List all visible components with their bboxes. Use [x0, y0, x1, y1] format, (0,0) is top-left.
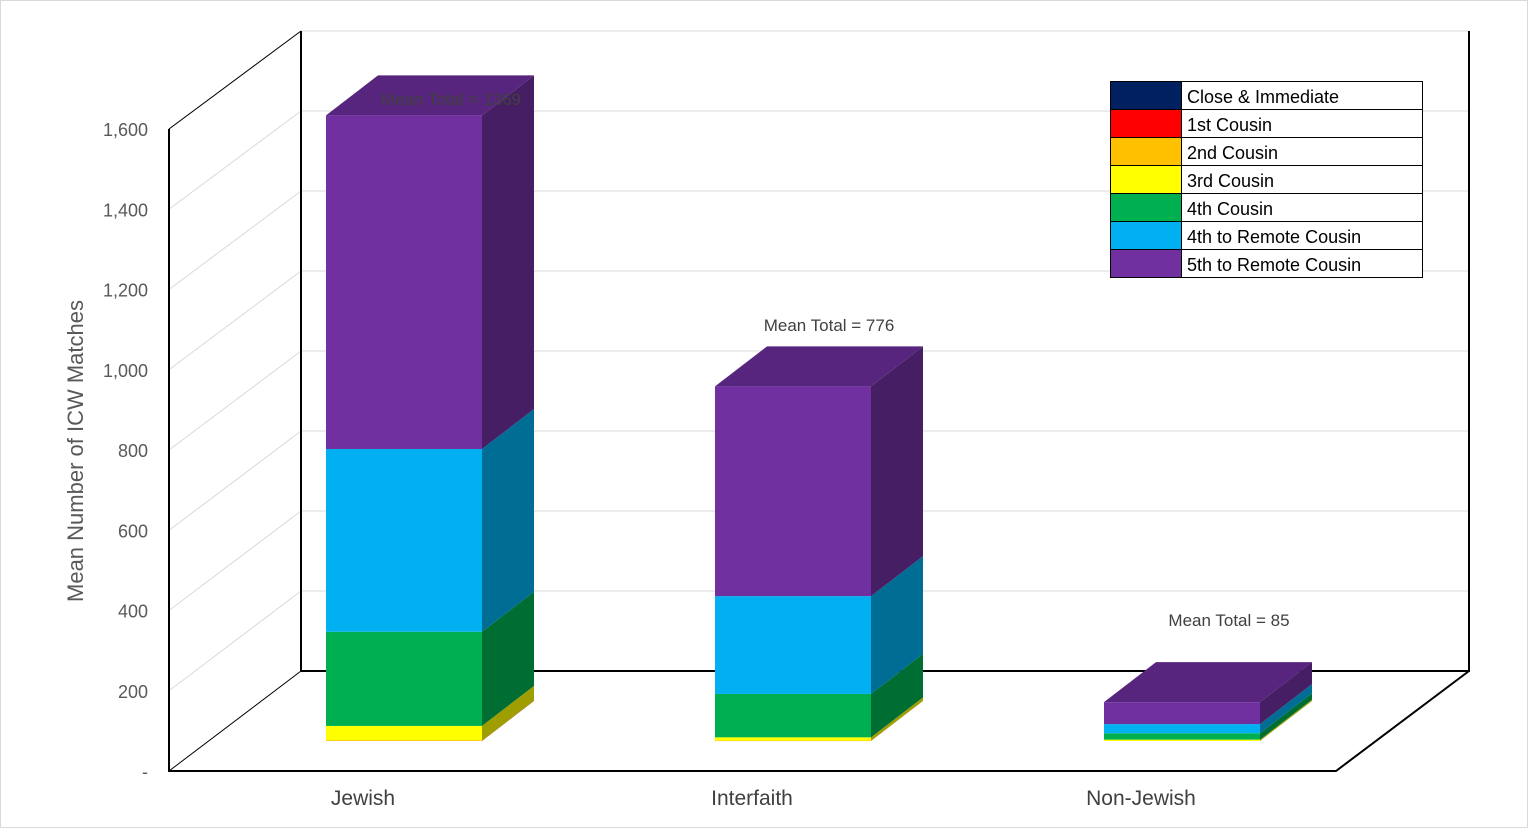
legend-swatch: [1111, 222, 1182, 249]
bar-segment-side: [482, 685, 534, 741]
bar-segment-side: [1260, 662, 1312, 725]
bar-segment-side: [482, 591, 534, 726]
mean-total-annotation: Mean Total = 85: [1168, 611, 1289, 630]
legend-swatch: [1111, 194, 1182, 221]
bar-segment: [1104, 702, 1260, 725]
legend-label: 1st Cousin: [1187, 115, 1273, 135]
mean-total-annotation: Mean Total = 776: [764, 316, 895, 335]
legend-label: 3rd Cousin: [1187, 171, 1275, 191]
bar-segment: [1104, 724, 1260, 734]
bar-segment: [715, 740, 871, 742]
legend-label: 4th to Remote Cousin: [1187, 227, 1362, 247]
y-tick-label: -: [142, 762, 148, 782]
legend-label: 2nd Cousin: [1187, 143, 1279, 163]
bar-segment-side: [1260, 699, 1312, 741]
bar-top-face: [1104, 662, 1312, 703]
floor-outline: [168, 129, 1470, 772]
bar-segment-side: [1260, 693, 1312, 740]
legend-swatch: [1111, 110, 1182, 137]
bar-segment: [1104, 733, 1260, 740]
y-tick-label: 800: [118, 441, 148, 461]
bar-segment-side: [482, 700, 534, 741]
bar-top-face: [715, 346, 923, 387]
bar-segment: [715, 693, 871, 738]
legend-swatch: [1111, 250, 1182, 277]
x-category-label: Interfaith: [711, 787, 793, 810]
bar-segment: [715, 596, 871, 694]
y-tick-label: 600: [118, 521, 148, 541]
legend-item: 4th to Remote Cousin: [1111, 221, 1422, 249]
bar-segment-side: [871, 346, 923, 597]
bar-segment: [326, 448, 482, 632]
mean-total-annotation: Mean Total = 1369: [381, 90, 521, 109]
bar-top-face: [326, 75, 534, 116]
bar-segment-side: [871, 697, 923, 741]
bar-segment-side: [1260, 684, 1312, 734]
legend: Close & Immediate 1st Cousin 2nd Cousin 3rd…: [1110, 81, 1423, 278]
bar-segment: [326, 740, 482, 741]
y-tick-label: 1,000: [103, 361, 148, 381]
y-axis-label: Mean Number of ICW Matches: [63, 300, 88, 602]
legend-swatch: [1111, 82, 1182, 109]
bar-segment: [326, 631, 482, 726]
legend-item: 2nd Cousin: [1111, 137, 1422, 165]
legend-swatch: [1111, 138, 1182, 165]
y-tick-label: 1,200: [103, 281, 148, 301]
bar-segment: [715, 737, 871, 741]
legend-item: 1st Cousin: [1111, 109, 1422, 137]
legend-label: 4th Cousin: [1187, 199, 1274, 219]
x-category-label: Jewish: [331, 787, 395, 810]
bar-segment-side: [871, 556, 923, 694]
legend-item: 3rd Cousin: [1111, 165, 1422, 193]
bar-segment: [326, 725, 482, 741]
legend-item: 5th to Remote Cousin: [1111, 249, 1422, 277]
legend-item: 4th Cousin: [1111, 193, 1422, 221]
bar-segment: [1104, 739, 1260, 741]
y-tick-label: 1,600: [103, 120, 148, 140]
y-tick-label: 1,400: [103, 200, 148, 220]
legend-swatch: [1111, 166, 1182, 193]
x-category-label: Non-Jewish: [1086, 787, 1196, 810]
bar-segment: [715, 386, 871, 597]
legend-item: Close & Immediate: [1111, 82, 1422, 109]
side-wall-edges: [168, 30, 302, 772]
bar-segment-side: [871, 653, 923, 738]
y-tick-label: 400: [118, 602, 148, 622]
legend-label: Close & Immediate: [1187, 87, 1340, 107]
legend-label: 5th to Remote Cousin: [1187, 255, 1362, 275]
bar-segment: [326, 115, 482, 449]
bar-segment-side: [482, 408, 534, 632]
bar-segment-side: [871, 700, 923, 741]
bar-segment-side: [482, 75, 534, 449]
y-tick-label: 200: [118, 682, 148, 702]
